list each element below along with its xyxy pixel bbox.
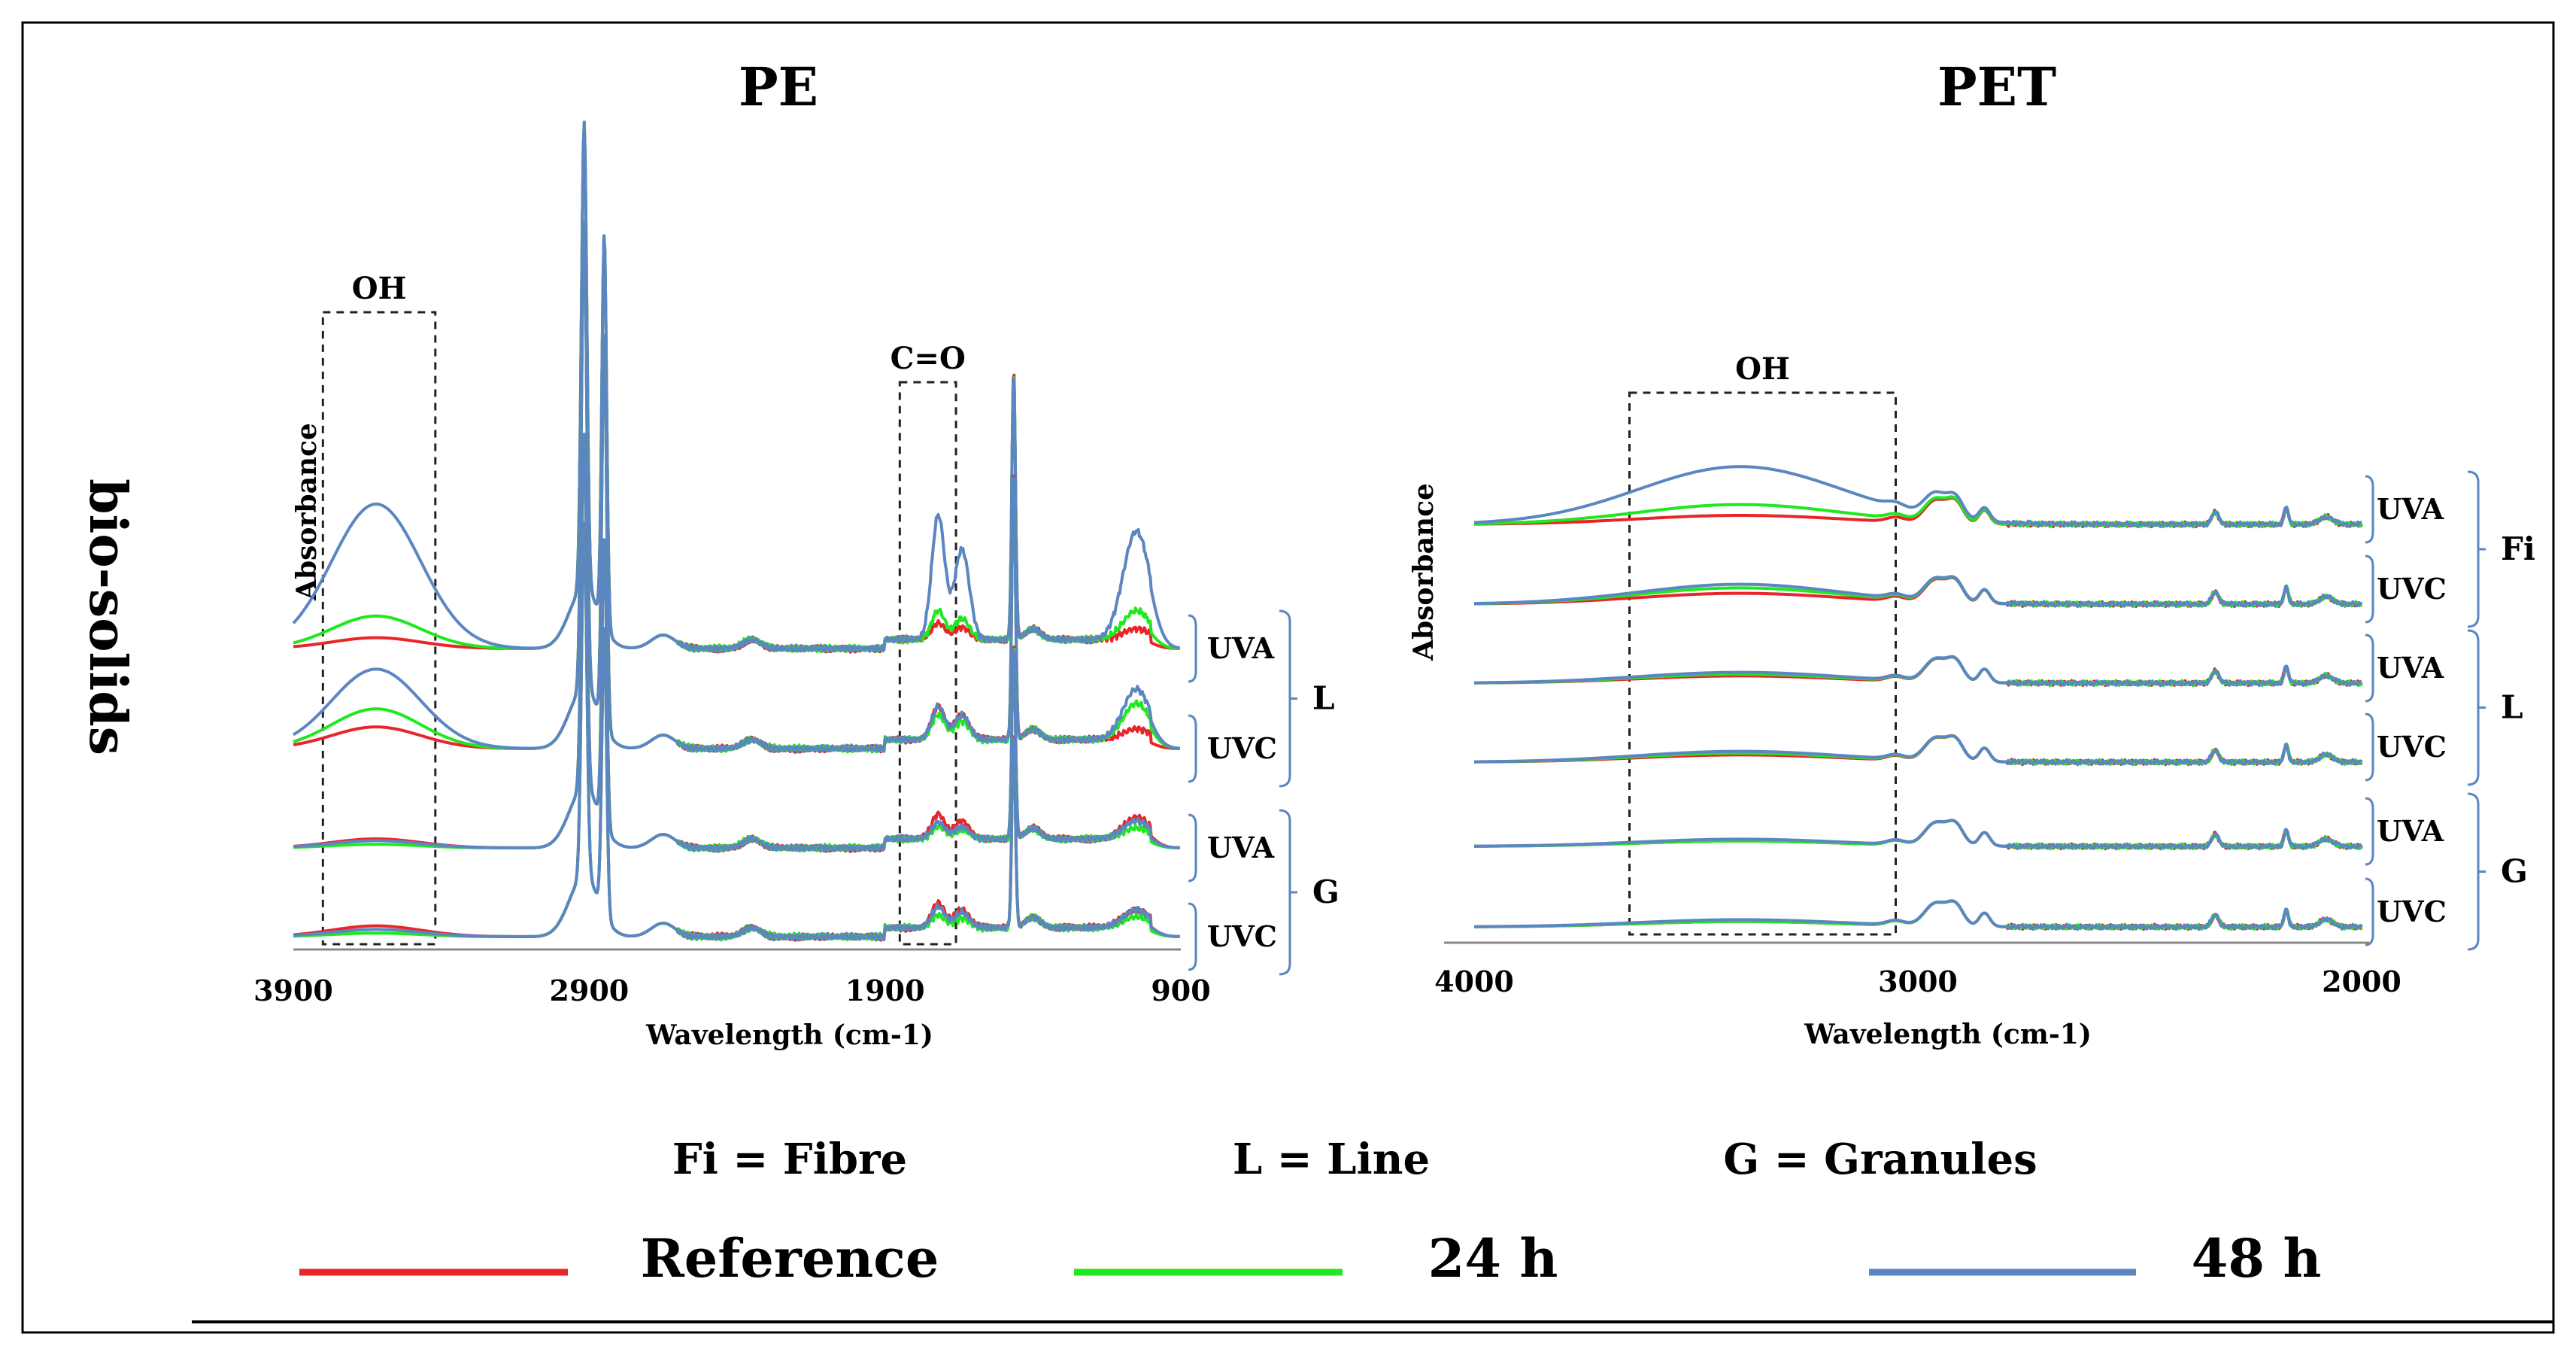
pe-series-reference-l-uvc [293, 220, 1181, 754]
pe-track-labels: UVA UVC UVA UVC L G [1188, 609, 1340, 976]
pet-annotation-label-oh: OH [1735, 351, 1790, 387]
pe-group-bracket [1279, 809, 1291, 976]
pet-track-bracket [2365, 633, 2374, 703]
pet-annotation-box-oh [1628, 391, 1897, 936]
pe-panel: PE Absorbance Wavelength (cm-1) 3900 2900… [253, 56, 1340, 1051]
pe-track-label-l-uva: UVA [1207, 631, 1275, 665]
legend-24h-label: 24 h [1428, 1227, 1558, 1290]
pe-series-reference-g-uvc [293, 521, 1181, 942]
pet-group-label-l: L [2501, 689, 2523, 726]
pet-group-label-g: G [2501, 853, 2528, 890]
pet-group-label-fi: Fi [2501, 530, 2535, 567]
pe-track-bracket [1188, 902, 1197, 971]
legend-reference-label: Reference [641, 1227, 939, 1290]
legend-fi: Fi = Fibre [672, 1135, 907, 1184]
pet-x-axis-label: Wavelength (cm-1) [1804, 1019, 2092, 1050]
pe-track-label-l-uvc: UVC [1207, 731, 1277, 765]
pe-annotation-boxes: OH C=O [321, 271, 966, 946]
pe-track-bracket [1188, 714, 1197, 783]
pet-track-label-g-uvc: UVC [2377, 895, 2447, 928]
pe-tick-label: 3900 [253, 974, 333, 1007]
pet-track-label-fi-uva: UVA [2377, 492, 2444, 526]
side-label-bio-solids: bio-solids [77, 479, 138, 755]
pe-tick-label: 1900 [845, 974, 925, 1007]
pe-series-24h-g-uvc [293, 521, 1181, 942]
legend: Fi = Fibre L = Line G = Granules Referen… [299, 1135, 2321, 1290]
pet-track-label-l-uvc: UVC [2377, 730, 2447, 764]
pet-group-bracket [2467, 792, 2480, 951]
pet-annotation-boxes: OH [1628, 351, 1897, 936]
pe-group-label-l: L [1312, 680, 1335, 717]
pe-group-bracket [1279, 609, 1291, 788]
pet-series-48h-g-uva [1473, 819, 2363, 851]
pe-annotation-box-oh [321, 311, 437, 946]
pet-series-48h-fi-uva [1473, 465, 2362, 529]
pe-annotation-label-co: C=O [891, 341, 966, 376]
legend-g: G = Granules [1723, 1135, 2037, 1184]
pe-track-bracket [1188, 614, 1197, 683]
pe-annotation-label-oh: OH [352, 271, 407, 306]
pe-spectra [292, 120, 1181, 942]
pet-tick-label: 2000 [2322, 965, 2402, 998]
pet-group-bracket [2467, 470, 2480, 628]
pet-track-bracket [2365, 554, 2374, 624]
pet-tick-label: 3000 [1878, 965, 1958, 998]
pet-track-label-fi-uvc: UVC [2377, 572, 2447, 606]
pet-group-bracket [2467, 629, 2480, 786]
pe-x-axis-label: Wavelength (cm-1) [645, 1019, 933, 1051]
pe-series-48h-l-uvc [292, 220, 1181, 754]
pet-series-48h-l-uvc [1473, 734, 2363, 767]
pet-track-labels: UVA UVC UVA UVC UVA UVC Fi L G [2365, 470, 2535, 951]
legend-48h-label: 48 h [2192, 1227, 2322, 1290]
pe-group-label-g: G [1312, 873, 1340, 910]
pet-series-48h-g-uvc [1473, 899, 2363, 931]
pet-title: PET [1937, 56, 2056, 118]
pe-tick-labels: 3900 2900 1900 900 [253, 974, 1211, 1007]
pe-tick-label: 900 [1151, 974, 1210, 1007]
pe-annotation-box-co [898, 381, 957, 946]
pet-tick-label: 4000 [1434, 965, 1514, 998]
pet-panel: PET Absorbance Wavelength (cm-1) 4000 300… [1408, 56, 2535, 1050]
pet-y-axis-label: Absorbance [1408, 483, 1440, 661]
pet-track-label-g-uva: UVA [2377, 814, 2444, 848]
pe-track-label-g-uva: UVA [1207, 831, 1275, 864]
pet-track-bracket [2365, 877, 2374, 946]
pe-series-48h-g-uva [293, 433, 1181, 853]
pe-series-48h-g-uvc [293, 521, 1181, 942]
pet-series-48h-l-uva [1473, 655, 2362, 688]
pe-track-bracket [1188, 813, 1197, 883]
pe-title: PE [739, 56, 818, 118]
figure-frame [21, 21, 2555, 1334]
pe-track-label-g-uvc: UVC [1207, 919, 1277, 953]
pet-spectra [1473, 465, 2363, 931]
pet-tick-labels: 4000 3000 2000 [1434, 965, 2402, 998]
pe-y-axis-label: Absorbance [291, 423, 323, 601]
pet-series-48h-fi-uvc [1473, 575, 2363, 609]
pe-tick-label: 2900 [549, 974, 629, 1007]
pe-series-24h-l-uvc [293, 220, 1181, 754]
pet-track-bracket [2365, 712, 2374, 782]
pet-track-label-l-uva: UVA [2377, 651, 2444, 685]
legend-l: L = Line [1233, 1135, 1430, 1184]
pet-track-bracket [2365, 797, 2374, 866]
pe-series-48h-l-uva [292, 120, 1181, 654]
pet-track-bracket [2365, 475, 2374, 544]
